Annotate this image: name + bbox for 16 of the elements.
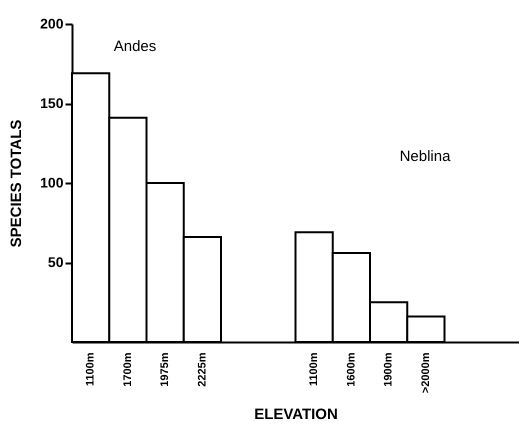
y-tick-label: 100: [40, 174, 64, 190]
y-tick-label: 50: [48, 254, 64, 270]
x-tick-label: 1900m: [382, 352, 395, 387]
x-tick-label: 2225m: [196, 352, 208, 387]
y-axis-title: SPECIES TOTALS: [8, 120, 26, 248]
x-axis-title: ELEVATION: [254, 406, 338, 424]
y-tick-label: 200: [40, 16, 64, 32]
x-tick-label: 1600m: [345, 352, 358, 387]
x-tick-label: 1100m: [308, 352, 320, 386]
annotation: Andes: [114, 38, 156, 55]
x-tick-label: >2000m: [420, 352, 432, 394]
x-tick-label: 1100m: [84, 352, 97, 386]
x-tick-label: 1975m: [159, 352, 172, 387]
x-tick-label: 1700m: [122, 352, 134, 387]
y-tick-label: 150: [40, 95, 64, 111]
annotation: Neblina: [400, 148, 452, 165]
